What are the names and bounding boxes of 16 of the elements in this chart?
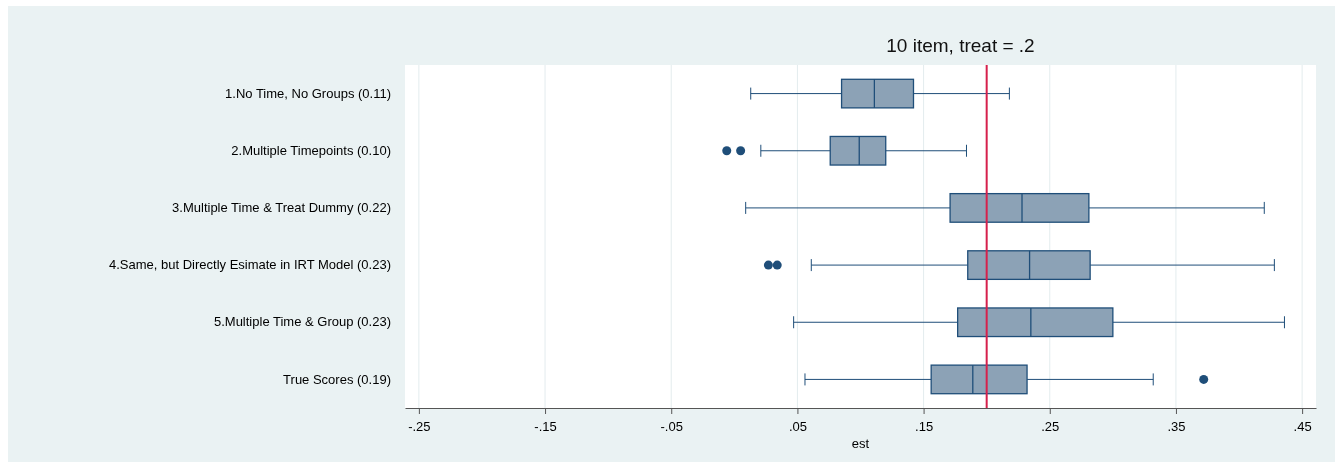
x-tick-label: -.25 <box>408 419 431 435</box>
y-tick-label: 1.No Time, No Groups (0.11) <box>225 85 391 101</box>
x-tick-label: -.15 <box>534 419 557 435</box>
y-tick-label: 5.Multiple Time & Group (0.23) <box>213 314 391 330</box>
x-tick-label: .35 <box>1167 419 1186 435</box>
x-tick-label: -.05 <box>660 419 683 435</box>
chart-title: 10 item, treat = .2 <box>886 35 1035 56</box>
y-tick-label: 2.Multiple Timepoints (0.10) <box>231 142 391 158</box>
x-tick-label: .15 <box>915 419 934 435</box>
y-tick-label: 3.Multiple Time & Treat Dummy (0.22) <box>172 200 391 216</box>
y-tick-label: 4.Same, but Directly Esimate in IRT Model (0.23) <box>108 257 391 273</box>
x-axis-title: est <box>851 436 870 451</box>
y-tick-label: True Scores (0.19) <box>283 371 391 387</box>
x-tick-label: .25 <box>1041 419 1060 435</box>
x-tick-label: .05 <box>788 419 807 435</box>
x-tick-label: .45 <box>1293 419 1312 435</box>
